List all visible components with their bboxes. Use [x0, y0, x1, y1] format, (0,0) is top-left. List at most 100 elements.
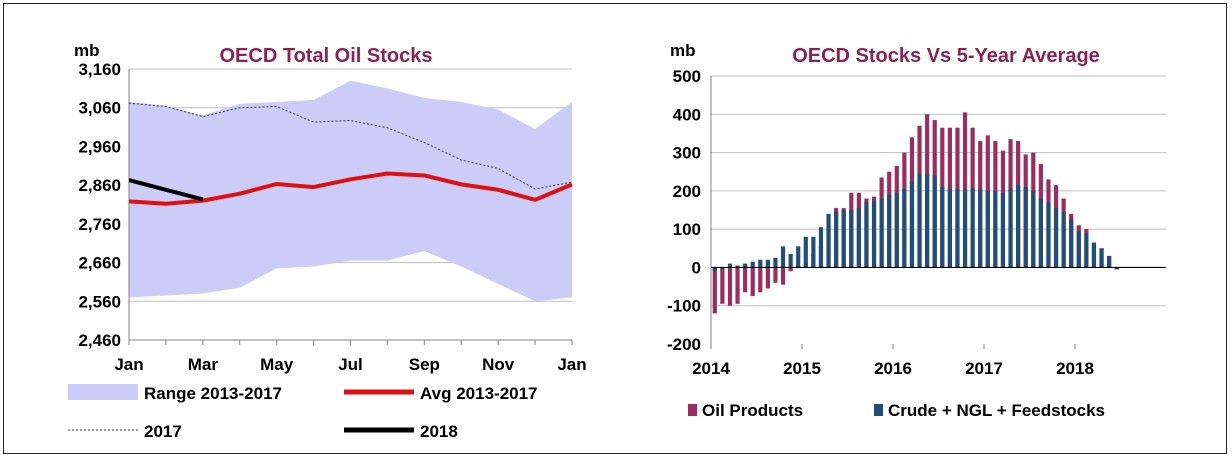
right-x-tick-label: 2017: [965, 359, 1003, 378]
bar-crude: [773, 257, 778, 268]
bar-oil-products: [780, 267, 786, 285]
right-y-unit: mb: [670, 41, 696, 60]
left-x-tick-label: Nov: [482, 355, 515, 374]
bar-crude: [743, 263, 748, 268]
bar-crude: [811, 236, 816, 268]
right-legend: Oil Products Crude + NGL + Feedstocks: [688, 401, 1105, 420]
bar-crude: [932, 175, 937, 268]
right-plot-area: -200 -100 0 100 200 300 400 500 2014 2015 2016 2017…: [667, 67, 1166, 378]
bar-crude: [1069, 219, 1074, 268]
right-x-tick-label: 2018: [1056, 359, 1094, 378]
right-x-tick-label: 2014: [692, 359, 730, 378]
left-x-tick-label: Jul: [338, 355, 363, 374]
bar-oil-products: [750, 267, 755, 297]
bar-crude: [887, 194, 892, 268]
bar-oil-products: [773, 267, 778, 283]
figure-frame: OECD Total Oil Stocks mb 2,460 2,560 2,660…: [3, 3, 1227, 454]
right-x-tick-label: 2016: [874, 359, 912, 378]
left-y-unit: mb: [74, 41, 100, 60]
left-y-tick-label: 2,460: [78, 331, 121, 350]
right-y-tick-label: 500: [673, 67, 701, 86]
bar-crude: [925, 173, 930, 268]
left-y-tick-label: 2,960: [78, 137, 121, 156]
bar-crude: [1031, 190, 1036, 268]
bar-crude: [909, 181, 915, 268]
bar-crude: [864, 202, 869, 268]
right-y-tick-label: 0: [692, 258, 701, 277]
left-x-tick-label: Sep: [409, 355, 440, 374]
bar-crude: [1091, 242, 1097, 268]
bar-crude: [856, 208, 861, 268]
right-y-tick-label: 200: [673, 182, 701, 201]
bar-crude: [826, 213, 831, 268]
bar-crude: [917, 173, 922, 268]
bar-crude: [834, 211, 839, 268]
bar-crude: [803, 236, 808, 268]
bar-crude: [1008, 188, 1013, 268]
bar-crude: [788, 254, 793, 268]
legend-label-crude: Crude + NGL + Feedstocks: [888, 401, 1105, 420]
right-x-tick-label: 2015: [783, 359, 821, 378]
right-chart-title: OECD Stocks Vs 5-Year Average: [792, 45, 1100, 67]
bar-crude: [1016, 185, 1021, 268]
bar-crude: [720, 267, 725, 270]
bar-crude: [1114, 267, 1119, 270]
figure-canvas: OECD Total Oil Stocks mb 2,460 2,560 2,660…: [68, 41, 1166, 441]
bar-crude: [1107, 255, 1112, 268]
bar-crude: [871, 200, 877, 268]
bar-crude: [750, 261, 755, 268]
bar-oil-products: [727, 267, 733, 306]
legend-swatch-crude: [874, 404, 883, 416]
range-band: [129, 80, 572, 302]
bar-crude: [978, 188, 983, 268]
right-y-tick-label: 300: [673, 144, 701, 163]
legend-label-avg: Avg 2013-2017: [420, 384, 538, 403]
legend-label-2017: 2017: [144, 422, 182, 441]
left-y-tick-label: 2,560: [78, 292, 121, 311]
left-x-tick-label: Jan: [557, 355, 586, 374]
bar-crude: [1053, 208, 1059, 268]
bar-crude: [841, 210, 846, 268]
left-x-tick-label: Mar: [188, 355, 219, 374]
left-x-tick-label: Jan: [114, 355, 143, 374]
bar-crude: [894, 192, 899, 268]
bar-crude: [879, 198, 884, 268]
legend-swatch-range: [68, 384, 138, 400]
bar-crude: [1046, 202, 1051, 268]
bar-crude: [735, 265, 740, 268]
left-y-tick-label: 2,760: [78, 215, 121, 234]
bar-crude: [765, 259, 770, 268]
bar-crude: [796, 246, 801, 268]
bar-oil-products: [720, 267, 725, 304]
right-y-tick-label: -200: [667, 335, 701, 354]
legend-label-oil-products: Oil Products: [702, 401, 803, 420]
bar-oil-products: [788, 267, 793, 272]
legend-swatch-oil-products: [688, 404, 697, 416]
bar-crude: [985, 190, 990, 268]
bar-crude: [712, 267, 717, 272]
bar-crude: [993, 190, 998, 268]
bar-crude: [849, 210, 854, 268]
bar-crude: [962, 188, 968, 268]
left-y-tick-label: 3,160: [78, 60, 121, 79]
bar-crude: [818, 227, 824, 268]
bar-crude: [1084, 232, 1089, 268]
right-y-tick-label: -100: [667, 297, 701, 316]
right-y-tick-label: 100: [673, 220, 701, 239]
bar-crude: [1038, 198, 1043, 268]
left-chart-title: OECD Total Oil Stocks: [220, 45, 433, 67]
bar-crude: [1023, 187, 1028, 268]
left-plot-area: 2,460 2,560 2,660 2,760 2,860 2,960 3,060 3,160…: [78, 60, 586, 374]
legend-label-range: Range 2013-2017: [144, 384, 282, 403]
bar-oil-products: [735, 267, 740, 304]
bar-crude: [780, 246, 786, 268]
bar-crude: [758, 259, 763, 268]
left-y-tick-label: 2,860: [78, 176, 121, 195]
bar-crude: [1061, 211, 1066, 268]
bar-crude: [947, 188, 952, 268]
left-x-tick-label: May: [260, 355, 294, 374]
bar-crude: [970, 188, 975, 268]
legend-label-2018: 2018: [420, 422, 458, 441]
bar-crude: [1076, 231, 1081, 268]
right-y-tick-label: 400: [673, 105, 701, 124]
